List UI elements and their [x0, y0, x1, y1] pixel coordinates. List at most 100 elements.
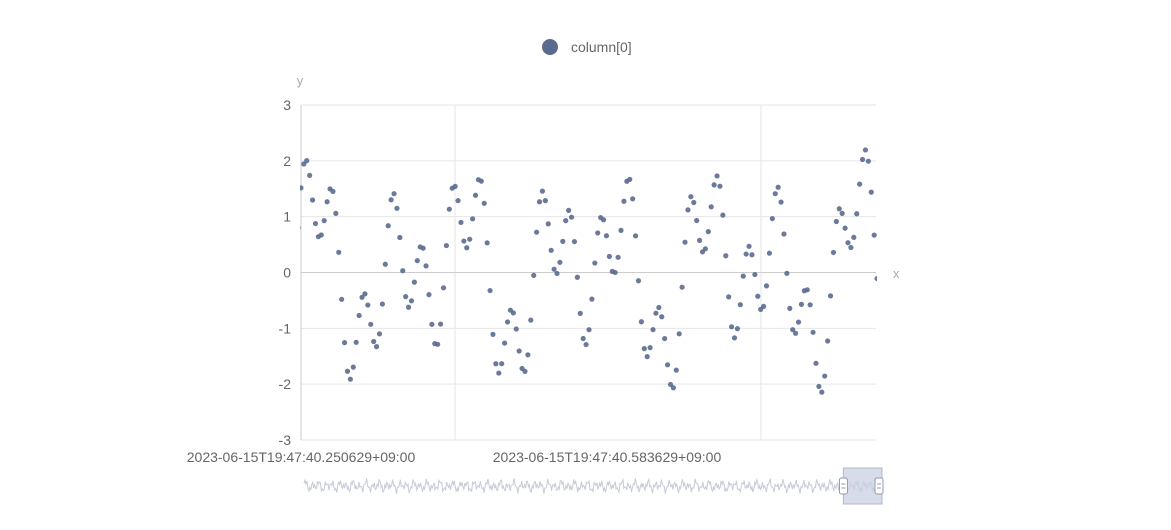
data-point: [461, 238, 467, 244]
data-point: [385, 223, 391, 229]
data-point: [347, 376, 353, 382]
data-point: [877, 309, 882, 314]
data-point: [618, 227, 624, 233]
data-point: [688, 194, 694, 200]
data-point: [516, 348, 522, 354]
legend[interactable]: column[0]: [542, 39, 632, 55]
data-point: [673, 367, 679, 373]
data-point: [371, 338, 377, 345]
data-point: [874, 275, 877, 282]
data-point: [365, 302, 371, 308]
legend-label[interactable]: column[0]: [571, 39, 632, 55]
data-point: [362, 291, 368, 297]
data-point: [437, 321, 444, 327]
data-point: [871, 232, 877, 238]
data-point: [854, 211, 860, 217]
data-point: [429, 321, 435, 327]
data-point: [766, 250, 773, 256]
data-point: [353, 339, 359, 345]
data-point: [810, 329, 816, 335]
data-point: [571, 238, 578, 245]
data-point: [368, 321, 374, 327]
x-tick-label-2: 2023-06-15T19:47:40.583629+09:00: [493, 449, 722, 465]
data-point: [752, 271, 758, 278]
y-tick-label: 3: [283, 97, 291, 113]
handle-body[interactable]: [874, 477, 884, 495]
data-point: [778, 199, 784, 205]
data-point: [790, 327, 796, 333]
data-point: [723, 253, 729, 259]
data-point: [304, 158, 310, 164]
data-point: [595, 230, 601, 236]
data-point: [344, 368, 351, 374]
y-tick-label: -3: [279, 432, 292, 448]
data-point: [839, 210, 845, 216]
data-point: [836, 206, 842, 212]
data-point: [525, 352, 531, 358]
data-point: [339, 296, 345, 302]
data-point: [455, 198, 461, 204]
zoom-handle-left[interactable]: [838, 477, 848, 495]
data-point: [775, 184, 781, 190]
data-point: [772, 191, 778, 197]
data-point: [664, 362, 671, 368]
x-axis-labels: 2023-06-15T19:47:40.250629+09:00 2023-06…: [187, 449, 722, 465]
handle-body[interactable]: [838, 477, 848, 495]
data-point: [857, 181, 863, 187]
data-point: [798, 301, 805, 307]
data-point: [653, 310, 659, 316]
data-point: [650, 327, 656, 333]
data-point: [359, 294, 365, 300]
data-point: [743, 251, 749, 257]
data-point: [682, 239, 688, 245]
data-point: [493, 361, 499, 367]
data-point: [414, 258, 420, 264]
data-point: [478, 178, 484, 184]
data-point: [531, 272, 537, 279]
data-point: [307, 172, 313, 178]
data-zoom[interactable]: [303, 467, 884, 505]
data-point: [382, 261, 388, 267]
data-point: [356, 312, 362, 319]
y-axis-ticks: 3 2 1 0 -1 -2 -3: [279, 97, 292, 448]
y-tick-label: 0: [283, 265, 291, 281]
data-point: [534, 229, 540, 235]
data-point: [600, 217, 607, 223]
data-point: [528, 317, 534, 323]
data-point: [603, 233, 610, 239]
data-point: [300, 185, 304, 191]
data-point: [769, 215, 775, 222]
data-point: [510, 310, 516, 316]
data-point: [548, 247, 554, 253]
data-point: [333, 210, 339, 216]
data-point: [481, 200, 487, 206]
data-point: [499, 361, 505, 367]
data-point: [632, 233, 639, 239]
data-point: [312, 220, 319, 227]
data-point: [670, 385, 676, 391]
data-point: [865, 158, 871, 164]
data-point: [423, 263, 429, 269]
data-point: [813, 360, 819, 366]
data-point: [554, 270, 560, 277]
data-point: [795, 319, 802, 325]
data-points: [300, 147, 882, 395]
data-point: [321, 218, 327, 224]
data-point: [490, 331, 496, 337]
data-point: [807, 302, 813, 308]
x-axis-title: x: [893, 266, 900, 281]
data-point: [435, 341, 441, 347]
data-point: [726, 294, 732, 300]
data-point: [647, 345, 653, 351]
zoom-handle-right[interactable]: [874, 477, 884, 495]
data-point: [487, 287, 493, 294]
data-point: [472, 192, 479, 198]
data-point: [714, 173, 720, 179]
legend-marker[interactable]: [542, 39, 558, 55]
data-point: [833, 218, 839, 225]
data-point: [583, 341, 589, 348]
data-point: [851, 234, 857, 240]
zoom-preview-line: [303, 477, 883, 495]
data-point: [405, 304, 412, 310]
